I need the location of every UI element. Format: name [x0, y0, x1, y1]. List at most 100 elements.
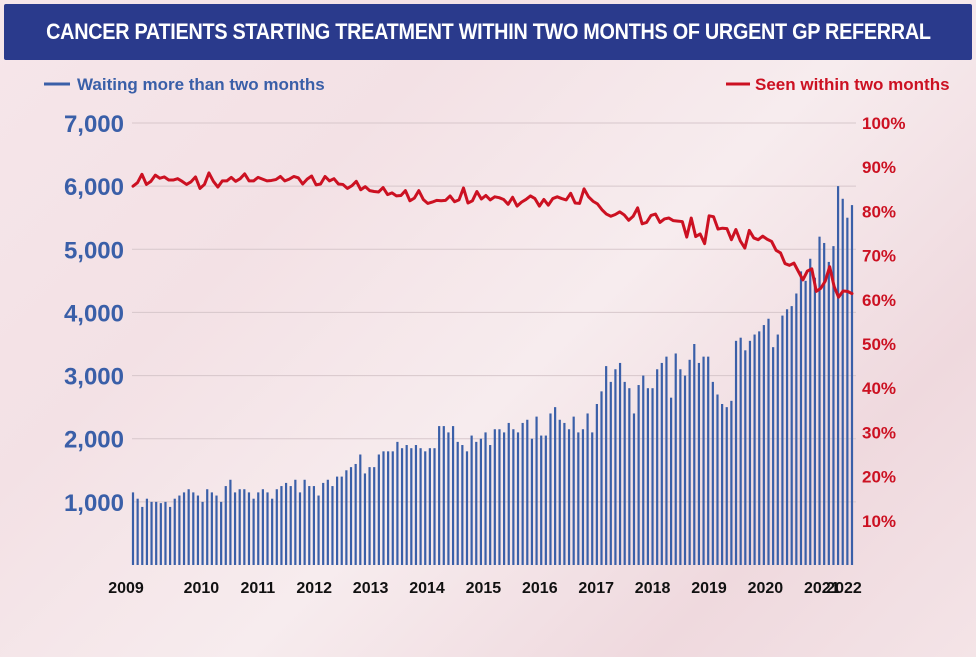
left-tick-label: 4,000 [64, 300, 124, 327]
bar-series-waiting [131, 186, 854, 565]
left-axis-ticks: 1,000 2,000 3,000 4,000 5,000 6,000 7,000 [64, 111, 124, 517]
x-tick-label: 2020 [748, 580, 784, 597]
bar [261, 489, 264, 565]
bar [642, 375, 645, 565]
left-tick-label: 1,000 [64, 490, 124, 517]
bar [540, 435, 543, 565]
bar [447, 432, 450, 565]
bar [169, 506, 172, 565]
bar [252, 498, 255, 565]
bar [220, 501, 223, 565]
bar [809, 258, 812, 565]
bar [266, 492, 269, 565]
bar [563, 422, 566, 565]
bar [516, 432, 520, 565]
bar [776, 334, 779, 565]
bar [572, 416, 575, 565]
bar [758, 331, 761, 565]
x-tick-label: 2011 [240, 580, 275, 597]
bar [623, 381, 626, 565]
bar [688, 359, 691, 565]
bar [173, 498, 176, 565]
bar [187, 489, 190, 565]
bar [836, 186, 840, 565]
bar [581, 429, 585, 565]
bar [484, 432, 487, 565]
bar [456, 441, 459, 565]
bar [159, 503, 162, 565]
bar [591, 432, 594, 565]
bar [150, 501, 153, 565]
bar [544, 435, 547, 565]
bar [785, 309, 789, 565]
bar [470, 435, 473, 565]
bar [322, 482, 325, 565]
bar [354, 463, 357, 565]
bar [438, 426, 441, 565]
bar [182, 492, 186, 565]
bar [215, 495, 218, 565]
bar [257, 492, 260, 565]
bar [136, 498, 139, 565]
bar [280, 486, 283, 565]
right-tick-label: 90% [862, 158, 896, 177]
bar [294, 479, 297, 565]
bar [303, 479, 306, 565]
bar [850, 205, 854, 565]
left-tick-label: 6,000 [64, 174, 124, 201]
bar [479, 438, 482, 565]
bar [674, 353, 677, 565]
bar [683, 375, 687, 565]
bar [498, 429, 501, 565]
bar [632, 413, 636, 565]
bar [586, 413, 589, 565]
bar [744, 350, 747, 565]
right-tick-label: 40% [862, 379, 896, 398]
bar [651, 388, 654, 565]
bar [618, 362, 622, 565]
bar [628, 388, 631, 565]
bar [665, 356, 668, 565]
bar [577, 432, 580, 565]
bar [827, 261, 830, 565]
bar [206, 489, 209, 565]
bar [725, 407, 728, 565]
bar [326, 479, 329, 565]
bar [832, 246, 835, 565]
bar [781, 315, 784, 565]
bar [442, 426, 445, 565]
bar [340, 476, 343, 565]
bar [308, 486, 311, 565]
bar [178, 495, 181, 565]
bar [201, 501, 204, 565]
bar [428, 448, 431, 565]
bar [790, 306, 793, 565]
bar [400, 448, 404, 565]
bar [739, 337, 742, 565]
bar [503, 432, 506, 565]
bar [247, 492, 251, 565]
bar [475, 441, 478, 565]
bar [289, 486, 292, 565]
bar [507, 422, 510, 565]
x-tick-label: 2017 [578, 580, 614, 597]
bar [697, 362, 701, 565]
bar [224, 486, 227, 565]
bar [609, 381, 612, 565]
bar [317, 495, 320, 565]
bar [804, 280, 807, 565]
bar [614, 369, 617, 565]
bar [145, 498, 149, 565]
bar [368, 467, 371, 565]
left-tick-label: 2,000 [64, 427, 124, 454]
bar [526, 419, 529, 565]
bar [772, 347, 775, 565]
bar [734, 340, 738, 565]
bar [271, 498, 274, 565]
bar [275, 489, 278, 565]
bar [433, 448, 436, 565]
x-tick-label: 2015 [466, 580, 502, 597]
bar [846, 217, 849, 565]
